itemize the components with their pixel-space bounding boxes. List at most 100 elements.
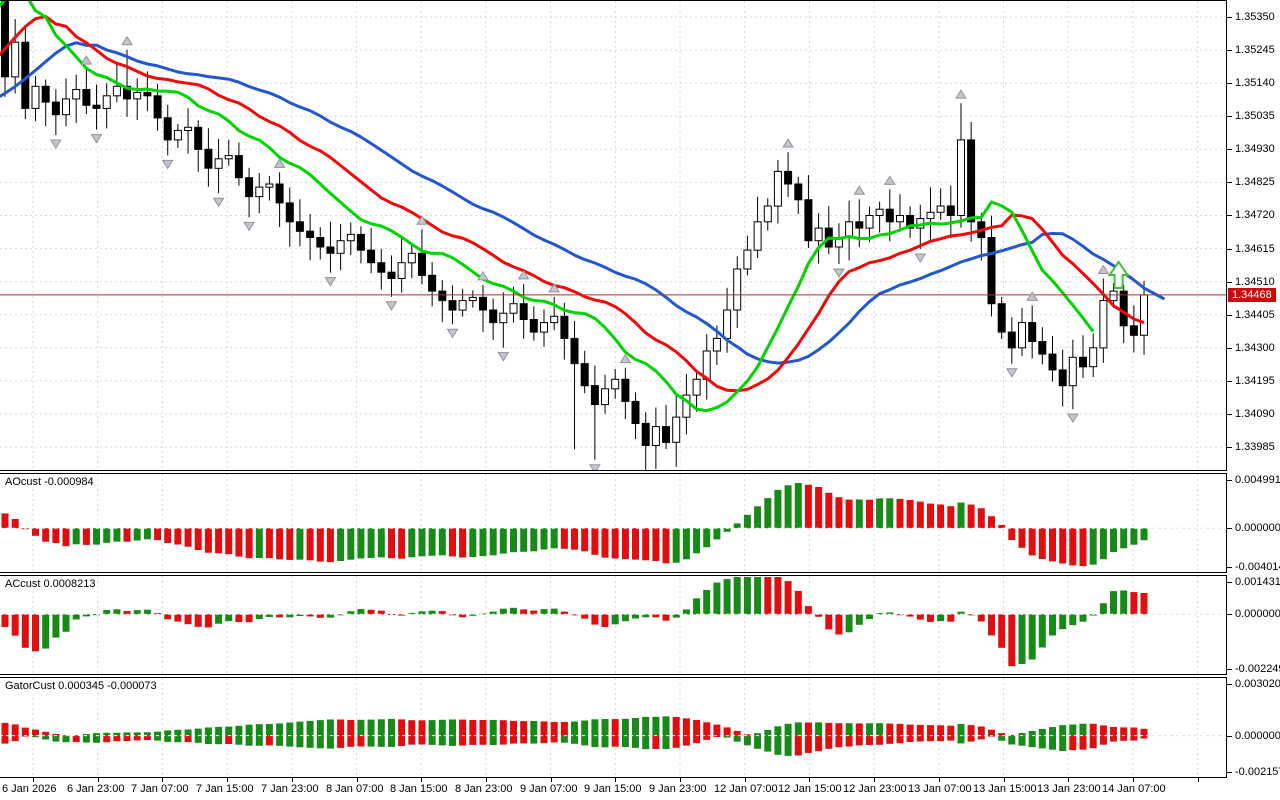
indicator-tick-label: 0.004991 <box>1235 474 1280 486</box>
time-tick <box>680 778 681 782</box>
time-tick <box>939 778 940 782</box>
time-label: 12 Jan 07:00 <box>714 783 778 795</box>
alligator-teeth-line <box>0 15 1145 393</box>
price-tick-label: 1.34300 <box>1235 342 1275 354</box>
time-tick <box>98 778 99 782</box>
time-tick <box>874 778 875 782</box>
indicator-tick-label: 0.000000 <box>1235 522 1280 534</box>
indicator-tick-label: 0.000000 <box>1235 730 1280 742</box>
time-tick <box>292 778 293 782</box>
price-tick <box>1227 414 1232 415</box>
price-tick-label: 1.34825 <box>1235 176 1275 188</box>
price-tick-label: 1.34720 <box>1235 209 1275 221</box>
time-label: 8 Jan 07:00 <box>326 783 384 795</box>
time-tick <box>421 778 422 782</box>
indicator-tick <box>1227 614 1232 615</box>
time-tick <box>227 778 228 782</box>
time-tick <box>33 778 34 782</box>
indicator-tick-label: -0.0022492 <box>1235 663 1280 675</box>
alligator-jaw-line <box>0 41 1166 365</box>
time-label: 7 Jan 15:00 <box>196 783 254 795</box>
time-tick <box>615 778 616 782</box>
price-tick-label: 1.35245 <box>1235 44 1275 56</box>
alligator-lips-line <box>0 1 1095 413</box>
price-tick <box>1227 182 1232 183</box>
time-label: 8 Jan 23:00 <box>455 783 513 795</box>
indicator-tick <box>1227 480 1232 481</box>
price-tick <box>1227 116 1232 117</box>
time-label: 9 Jan 07:00 <box>520 783 578 795</box>
indicator-tick-label: -0.004014 <box>1235 561 1280 573</box>
ac-indicator-panel[interactable]: ACcust 0.0008213 <box>0 575 1227 675</box>
price-tick-label: 1.34195 <box>1235 375 1275 387</box>
ao-panel-label: AOcust -0.000984 <box>5 476 94 488</box>
time-tick <box>1068 778 1069 782</box>
time-label: 12 Jan 15:00 <box>778 783 842 795</box>
time-label: 7 Jan 07:00 <box>131 783 189 795</box>
ac-histogram-canvas <box>0 576 1226 674</box>
indicator-tick <box>1227 567 1232 568</box>
price-tick <box>1227 381 1232 382</box>
price-tick-label: 1.34615 <box>1235 243 1275 255</box>
price-tick-label: 1.33985 <box>1235 441 1275 453</box>
time-tick <box>486 778 487 782</box>
price-tick-label: 1.34090 <box>1235 408 1275 420</box>
indicator-tick-label: -0.002157 <box>1235 766 1280 778</box>
indicator-tick <box>1227 772 1232 773</box>
price-tick <box>1227 348 1232 349</box>
time-tick <box>1004 778 1005 782</box>
buy-signal-arrow-icon <box>1107 260 1130 289</box>
price-tick-label: 1.34405 <box>1235 309 1275 321</box>
price-tick <box>1227 447 1232 448</box>
price-tick-label: 1.35035 <box>1235 110 1275 122</box>
time-label: 14 Jan 07:00 <box>1102 783 1166 795</box>
main-price-chart[interactable] <box>0 0 1227 471</box>
ao-indicator-panel[interactable]: AOcust -0.000984 <box>0 473 1227 573</box>
fractal-arrows <box>49 35 1110 470</box>
price-tick <box>1227 315 1232 316</box>
time-tick <box>1133 778 1134 782</box>
price-tick <box>1227 17 1232 18</box>
indicator-tick <box>1227 528 1232 529</box>
time-label: 13 Jan 15:00 <box>973 783 1037 795</box>
ao-bars <box>1 483 1148 567</box>
time-label: 8 Jan 15:00 <box>390 783 448 795</box>
price-axis[interactable]: 1.35350 1.35245 1.35140 1.35035 1.34930 1.348… <box>1227 0 1280 800</box>
time-tick <box>357 778 358 782</box>
indicator-tick <box>1227 736 1232 737</box>
time-label: 6 Jan 2026 <box>2 783 57 795</box>
time-label: 13 Jan 23:00 <box>1037 783 1101 795</box>
price-tick <box>1227 282 1232 283</box>
gator-panel-label: GatorCust 0.000345 -0.000073 <box>5 680 157 692</box>
price-tick-label: 1.35350 <box>1235 11 1275 23</box>
price-tick <box>1227 50 1232 51</box>
time-tick <box>809 778 810 782</box>
price-tick-label: 1.35140 <box>1235 77 1275 89</box>
indicator-tick-label: 0.0014318 <box>1235 576 1280 588</box>
time-tick <box>745 778 746 782</box>
gator-indicator-panel[interactable]: GatorCust 0.000345 -0.000073 <box>0 677 1227 778</box>
price-tick <box>1227 149 1232 150</box>
price-tick-label: 1.34510 <box>1235 276 1275 288</box>
time-tick <box>162 778 163 782</box>
time-axis[interactable]: 6 Jan 2026 6 Jan 23:00 7 Jan 07:00 7 Jan 15… <box>0 778 1227 800</box>
gator-bars <box>1 716 1148 756</box>
current-price-badge: 1.34468 <box>1228 288 1276 302</box>
price-tick <box>1227 215 1232 216</box>
time-tick <box>1198 778 1199 782</box>
indicator-tick <box>1227 684 1232 685</box>
price-tick <box>1227 249 1232 250</box>
ac-panel-label: ACcust 0.0008213 <box>5 578 96 590</box>
time-tick <box>551 778 552 782</box>
indicator-tick-label: 0.0000000 <box>1235 608 1280 620</box>
indicator-tick <box>1227 669 1232 670</box>
candlesticks <box>1 1 1148 447</box>
time-label: 7 Jan 23:00 <box>261 783 319 795</box>
time-label: 6 Jan 23:00 <box>67 783 125 795</box>
indicator-tick-label: 0.003020 <box>1235 678 1280 690</box>
time-label: 9 Jan 23:00 <box>649 783 707 795</box>
indicator-tick <box>1227 582 1232 583</box>
time-label: 13 Jan 07:00 <box>908 783 972 795</box>
ao-histogram-canvas <box>0 474 1226 572</box>
